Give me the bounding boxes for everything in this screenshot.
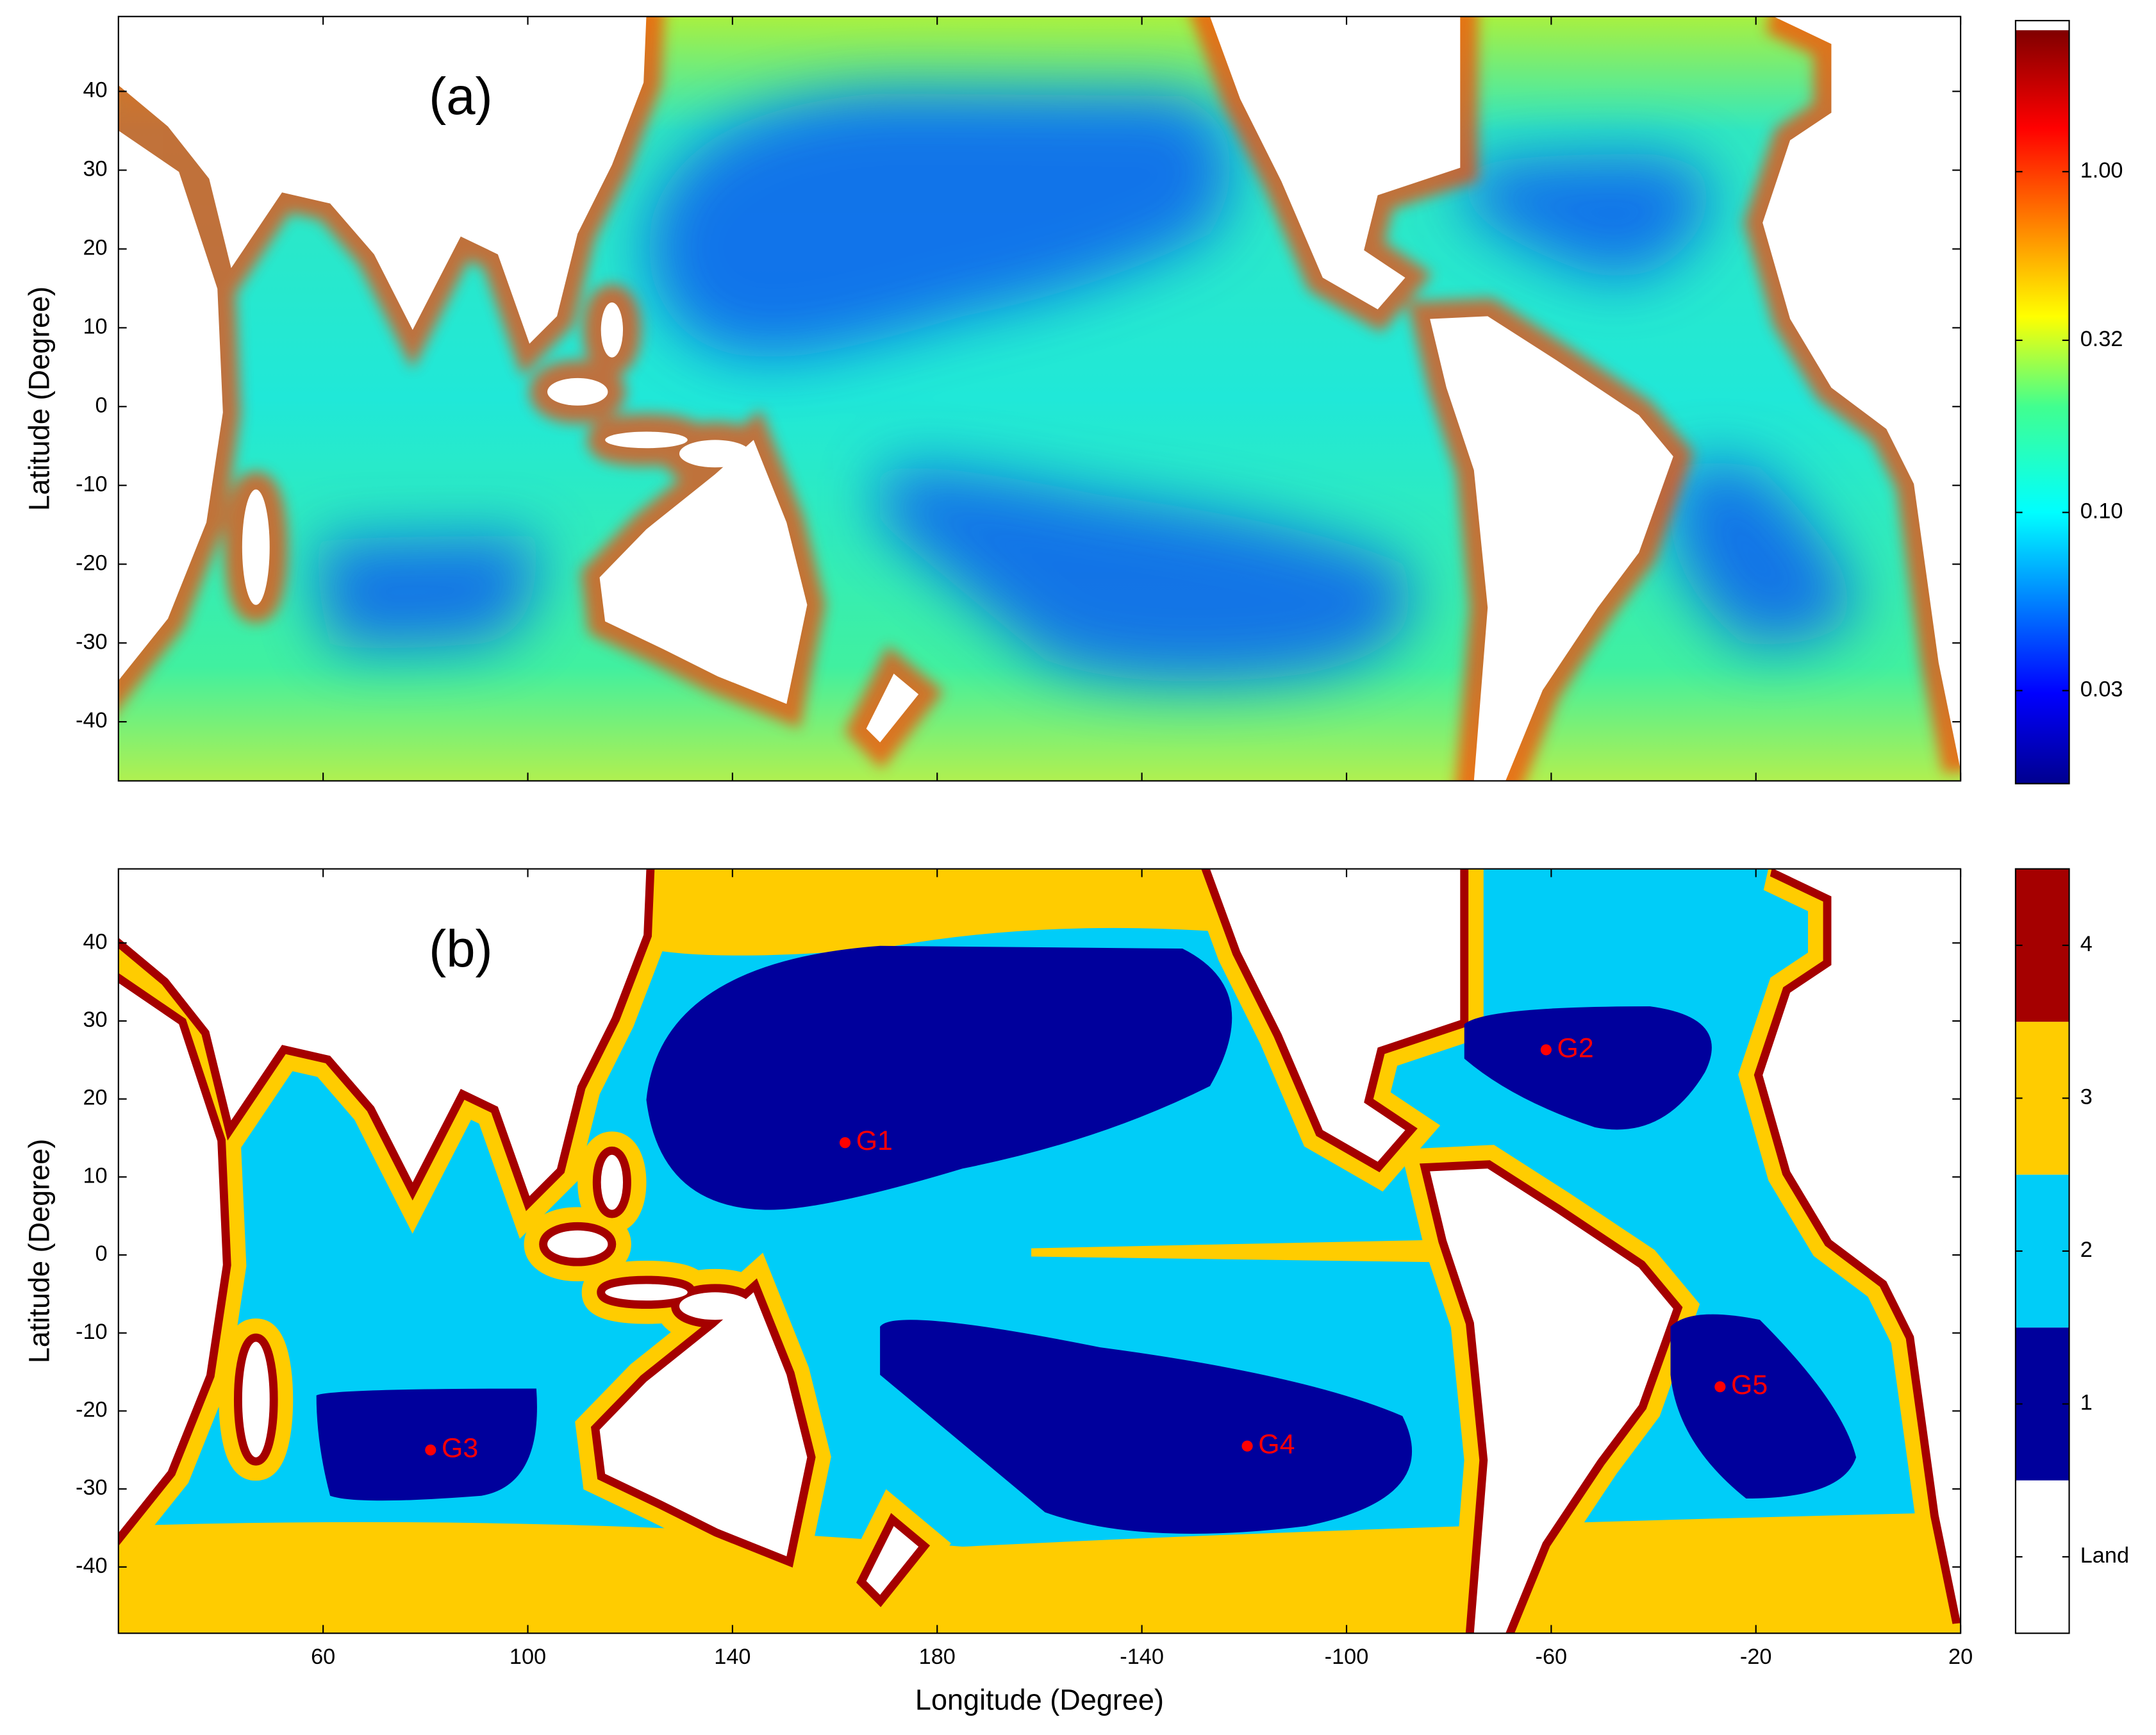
y-tick-label: -20 bbox=[76, 551, 108, 575]
colorbar-label: Land bbox=[2080, 1543, 2129, 1568]
x-tick-label: 180 bbox=[919, 1645, 956, 1669]
panel-label: (b) bbox=[429, 920, 493, 978]
x-tick-label: 60 bbox=[311, 1645, 335, 1669]
group-label: G4 bbox=[1258, 1429, 1295, 1460]
colorbar-swatch bbox=[2015, 1174, 2069, 1328]
map-b bbox=[118, 868, 1961, 1634]
y-tick-label: -10 bbox=[76, 472, 108, 496]
colorbar-frame bbox=[2014, 20, 2070, 784]
y-tick-label: 10 bbox=[83, 1163, 107, 1188]
x-tick-label: -100 bbox=[1325, 1645, 1369, 1669]
colorbar-tick-label: 0.03 bbox=[2080, 677, 2123, 702]
y-tick-label: 30 bbox=[83, 157, 107, 181]
colorbar-swatch bbox=[2015, 868, 2069, 1022]
x-tick-label: -140 bbox=[1120, 1645, 1164, 1669]
x-tick-label: -20 bbox=[1740, 1645, 1772, 1669]
x-axis-label: Longitude (Degree) bbox=[915, 1683, 1164, 1716]
y-tick-label: 20 bbox=[83, 236, 107, 260]
plot-frame bbox=[117, 15, 1962, 782]
y-tick-label: -30 bbox=[76, 629, 108, 654]
group-label: G1 bbox=[856, 1125, 893, 1156]
colorbar-tick-label: 0.10 bbox=[2080, 499, 2123, 524]
colorbar-swatch bbox=[2015, 1480, 2069, 1634]
y-tick-label: 0 bbox=[95, 1241, 108, 1266]
colorbar-label: 2 bbox=[2080, 1238, 2093, 1262]
colorbar-gradient bbox=[2015, 30, 2069, 784]
group-point bbox=[839, 1137, 851, 1149]
colorbar-label: 1 bbox=[2080, 1391, 2093, 1415]
y-tick-label: -20 bbox=[76, 1397, 108, 1422]
plot-frame bbox=[117, 868, 1962, 1634]
y-tick-label: 40 bbox=[83, 929, 107, 954]
x-tick-label: 100 bbox=[510, 1645, 546, 1669]
x-tick-label: -60 bbox=[1536, 1645, 1568, 1669]
y-tick-label: 20 bbox=[83, 1086, 107, 1110]
group-label: G5 bbox=[1731, 1370, 1768, 1400]
y-tick-label: -10 bbox=[76, 1320, 108, 1344]
zone-3 bbox=[646, 868, 1375, 956]
group-point bbox=[1241, 1440, 1253, 1452]
y-tick-label: -30 bbox=[76, 1475, 108, 1500]
y-tick-label: 0 bbox=[95, 393, 108, 417]
colorbar-label: 4 bbox=[2080, 932, 2093, 956]
colorbar-tick-label: 0.32 bbox=[2080, 327, 2123, 351]
y-tick-label: -40 bbox=[76, 708, 108, 733]
y-axis-label: Latitude (Degree) bbox=[23, 286, 56, 511]
y-tick-label: -40 bbox=[76, 1554, 108, 1578]
colorbar-tick-label: 1.00 bbox=[2080, 158, 2123, 183]
colorbar-frame bbox=[2014, 868, 2070, 1634]
group-label: G2 bbox=[1557, 1033, 1594, 1063]
y-axis-label: Latitude (Degree) bbox=[23, 1139, 56, 1363]
colorbar-swatch bbox=[2015, 1022, 2069, 1175]
colorbar-label: 3 bbox=[2080, 1084, 2093, 1109]
group-point bbox=[425, 1444, 436, 1456]
map-a bbox=[119, 17, 1961, 781]
x-tick-label: 20 bbox=[1948, 1645, 1973, 1669]
group-point bbox=[1540, 1044, 1552, 1056]
y-tick-label: 40 bbox=[83, 78, 107, 103]
x-tick-label: 140 bbox=[714, 1645, 750, 1669]
group-label: G3 bbox=[442, 1433, 478, 1464]
panel-label: (a) bbox=[429, 67, 493, 126]
group-point bbox=[1714, 1381, 1726, 1393]
y-tick-label: 10 bbox=[83, 314, 107, 338]
colorbar-swatch bbox=[2015, 1327, 2069, 1481]
y-tick-label: 30 bbox=[83, 1008, 107, 1032]
zone-3 bbox=[1031, 1240, 1430, 1263]
